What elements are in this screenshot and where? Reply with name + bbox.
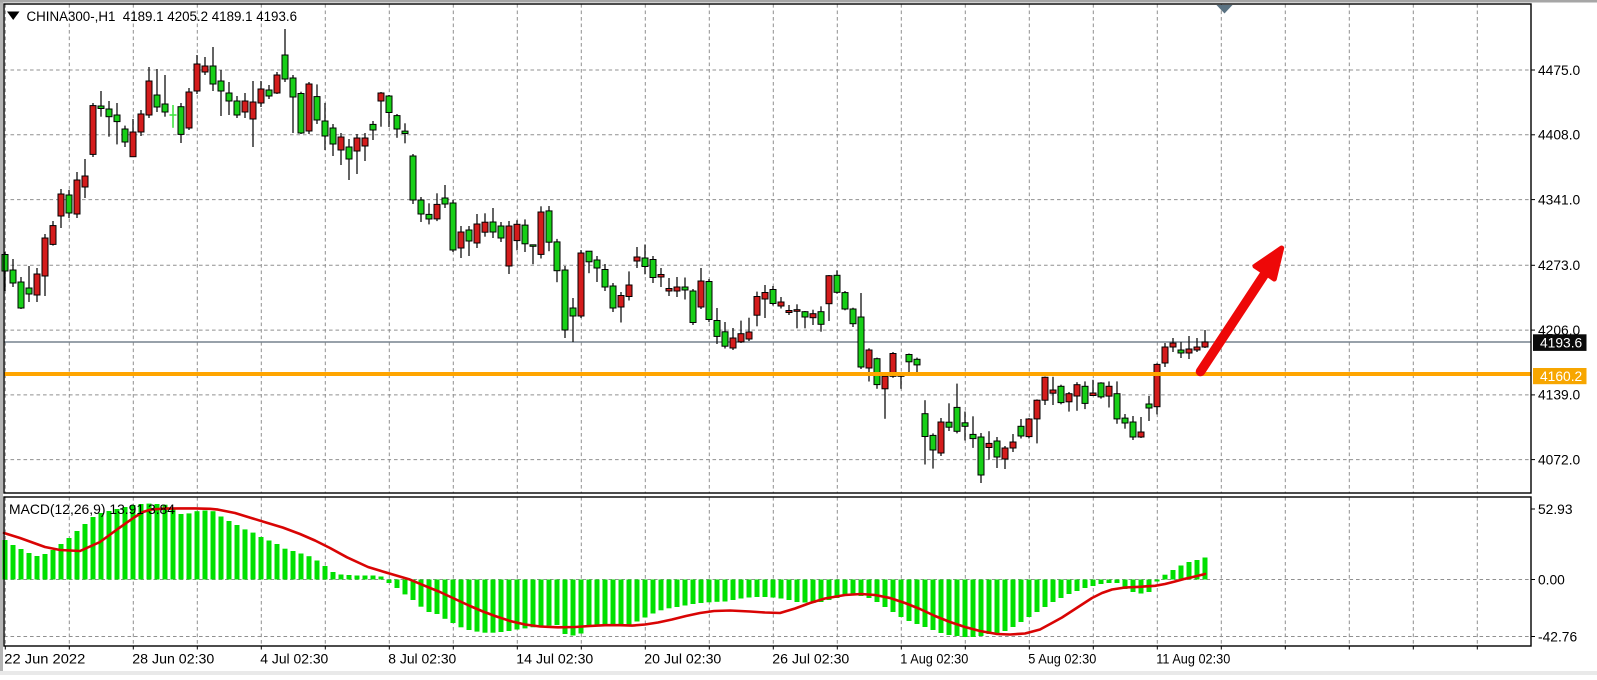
- svg-text:4 Jul 02:30: 4 Jul 02:30: [260, 652, 328, 667]
- svg-text:4341.0: 4341.0: [1538, 192, 1581, 207]
- svg-text:28 Jun 02:30: 28 Jun 02:30: [132, 652, 214, 667]
- svg-text:4193.6: 4193.6: [1540, 335, 1583, 350]
- svg-text:CHINA300-,H1 4189.1 4205.2 41: CHINA300-,H1 4189.1 4205.2 4189.1 4193.6: [27, 9, 298, 25]
- svg-text:22 Jun 2022: 22 Jun 2022: [4, 652, 85, 667]
- svg-text:26 Jul 02:30: 26 Jul 02:30: [772, 652, 849, 667]
- svg-text:MACD(12,26,9) 13.91 3.84: MACD(12,26,9) 13.91 3.84: [9, 502, 175, 517]
- svg-text:11 Aug 02:30: 11 Aug 02:30: [1156, 652, 1230, 667]
- svg-text:52.93: 52.93: [1538, 502, 1573, 517]
- svg-text:4408.0: 4408.0: [1538, 128, 1581, 143]
- svg-text:8 Jul 02:30: 8 Jul 02:30: [388, 652, 456, 667]
- svg-text:1 Aug 02:30: 1 Aug 02:30: [900, 652, 968, 667]
- svg-text:4206.0: 4206.0: [1538, 323, 1581, 338]
- svg-text:0.00: 0.00: [1538, 572, 1565, 587]
- svg-text:4139.0: 4139.0: [1538, 388, 1581, 403]
- svg-text:4475.0: 4475.0: [1538, 63, 1581, 78]
- svg-text:14 Jul 02:30: 14 Jul 02:30: [516, 652, 593, 667]
- svg-text:4273.0: 4273.0: [1538, 258, 1581, 273]
- svg-text:-42.76: -42.76: [1538, 629, 1577, 644]
- svg-text:5 Aug 02:30: 5 Aug 02:30: [1028, 652, 1096, 667]
- svg-text:20 Jul 02:30: 20 Jul 02:30: [644, 652, 721, 667]
- svg-text:4160.2: 4160.2: [1540, 369, 1582, 384]
- svg-text:4072.0: 4072.0: [1538, 452, 1581, 467]
